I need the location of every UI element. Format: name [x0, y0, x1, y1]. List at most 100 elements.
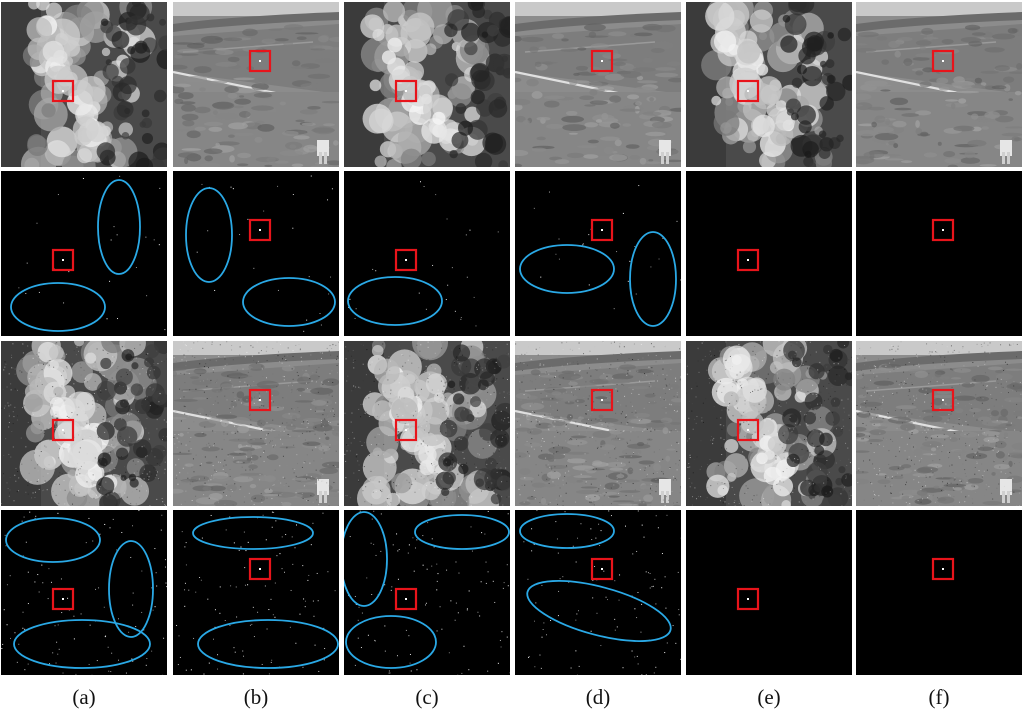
panel-f-row-3 — [856, 341, 1022, 506]
clutter-ellipse — [629, 231, 677, 327]
target-point — [405, 598, 407, 600]
target-point — [601, 399, 603, 401]
target-point — [942, 229, 944, 231]
clutter-ellipse — [414, 514, 510, 550]
target-point — [259, 568, 261, 570]
clutter-ellipse — [519, 513, 615, 549]
target-point — [259, 229, 261, 231]
target-box — [394, 587, 418, 611]
target-box — [394, 79, 418, 103]
infrared-image — [173, 341, 339, 506]
panel-e-row-4 — [686, 510, 852, 675]
detection-map — [686, 171, 852, 336]
target-box — [590, 557, 614, 581]
clutter-ellipse — [345, 615, 437, 669]
target-box — [931, 49, 955, 73]
panel-d-row-1 — [515, 2, 681, 167]
target-box — [736, 79, 760, 103]
caption-b: (b) — [243, 685, 269, 709]
clutter-ellipse — [526, 580, 672, 642]
panel-a-row-1 — [1, 2, 167, 167]
caption-c: (c) — [415, 685, 439, 709]
clutter-ellipse — [192, 516, 314, 550]
target-point — [601, 229, 603, 231]
target-point — [942, 399, 944, 401]
target-point — [62, 90, 64, 92]
target-box — [51, 248, 75, 272]
clutter-ellipse — [344, 511, 388, 607]
target-box — [590, 218, 614, 242]
target-box — [248, 218, 272, 242]
target-box — [51, 79, 75, 103]
panel-a-row-3 — [1, 341, 167, 506]
clutter-ellipse — [108, 540, 154, 638]
detection-map — [515, 510, 681, 675]
clutter-ellipse — [519, 244, 615, 294]
clutter-ellipse — [185, 187, 233, 283]
detection-map — [856, 510, 1022, 675]
clutter-ellipse — [10, 282, 106, 332]
infrared-image — [515, 2, 681, 167]
detection-map — [686, 510, 852, 675]
infrared-image — [856, 341, 1022, 506]
panel-b-row-2 — [173, 171, 339, 336]
panel-a-row-2 — [1, 171, 167, 336]
panel-c-row-4 — [344, 510, 510, 675]
detection-map — [344, 510, 510, 675]
infrared-image — [173, 2, 339, 167]
panel-f-row-2 — [856, 171, 1022, 336]
infrared-image — [686, 341, 852, 506]
target-point — [62, 259, 64, 261]
infrared-image — [515, 341, 681, 506]
target-box — [248, 388, 272, 412]
detection-map — [173, 171, 339, 336]
detection-map — [173, 510, 339, 675]
infrared-image — [1, 2, 167, 167]
target-box — [590, 49, 614, 73]
target-point — [405, 90, 407, 92]
target-point — [942, 60, 944, 62]
target-box — [51, 418, 75, 442]
target-point — [942, 568, 944, 570]
caption-e: (e) — [757, 685, 781, 709]
panel-d-row-3 — [515, 341, 681, 506]
infrared-image — [344, 2, 510, 167]
panel-c-row-2 — [344, 171, 510, 336]
target-point — [601, 60, 603, 62]
clutter-ellipse — [13, 619, 151, 669]
target-point — [747, 598, 749, 600]
panel-a-row-4 — [1, 510, 167, 675]
panel-b-row-1 — [173, 2, 339, 167]
panel-f-row-1 — [856, 2, 1022, 167]
clutter-ellipse — [197, 619, 339, 669]
detection-map — [856, 171, 1022, 336]
clutter-ellipse — [347, 276, 443, 326]
target-box — [736, 418, 760, 442]
target-box — [931, 388, 955, 412]
caption-d: (d) — [585, 685, 611, 709]
target-box — [931, 218, 955, 242]
target-box — [736, 587, 760, 611]
target-point — [601, 568, 603, 570]
infrared-image — [856, 2, 1022, 167]
target-point — [747, 429, 749, 431]
target-box — [931, 557, 955, 581]
target-box — [248, 557, 272, 581]
panel-d-row-4 — [515, 510, 681, 675]
panel-c-row-3 — [344, 341, 510, 506]
panel-d-row-2 — [515, 171, 681, 336]
detection-map — [1, 171, 167, 336]
panel-f-row-4 — [856, 510, 1022, 675]
panel-b-row-4 — [173, 510, 339, 675]
caption-f: (f) — [928, 685, 950, 709]
panel-c-row-1 — [344, 2, 510, 167]
target-point — [405, 259, 407, 261]
target-box — [248, 49, 272, 73]
target-box — [51, 587, 75, 611]
panel-e-row-3 — [686, 341, 852, 506]
panel-b-row-3 — [173, 341, 339, 506]
target-point — [259, 399, 261, 401]
clutter-ellipse — [242, 277, 336, 327]
target-box — [394, 248, 418, 272]
target-point — [747, 259, 749, 261]
